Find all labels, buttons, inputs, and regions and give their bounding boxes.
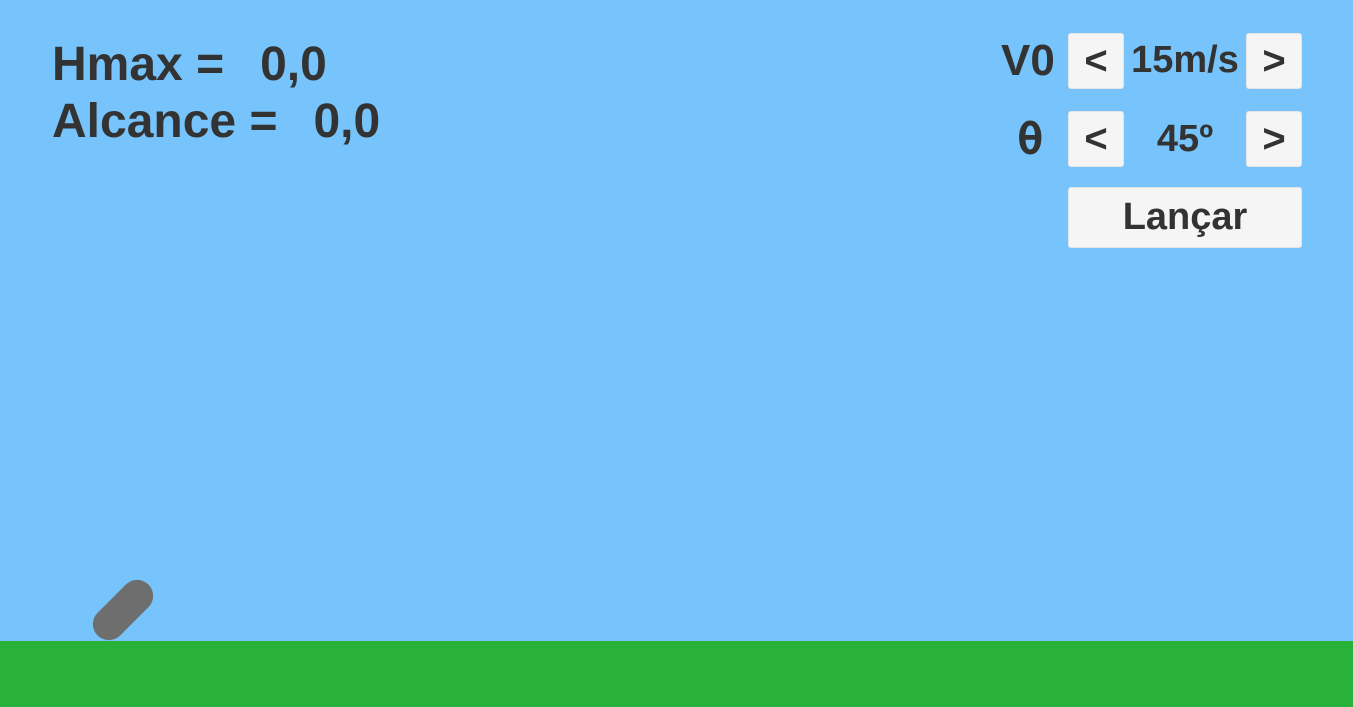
sky-background <box>0 0 1353 641</box>
hmax-label: Hmax = <box>52 38 225 91</box>
angle-decrease-button[interactable]: < <box>1068 111 1124 167</box>
stats-panel: Hmax = 0,0 Alcance = 0,0 <box>52 36 380 150</box>
velocity-value: 15m/s <box>1131 39 1239 81</box>
angle-value: 45º <box>1156 118 1214 160</box>
alcance-value: 0,0 <box>313 95 381 148</box>
alcance-row: Alcance = 0,0 <box>52 93 380 150</box>
hmax-row: Hmax = 0,0 <box>52 36 380 93</box>
angle-increase-button[interactable]: > <box>1246 111 1302 167</box>
launch-button[interactable]: Lançar <box>1068 187 1302 248</box>
angle-label: θ <box>1017 114 1044 165</box>
ground <box>0 641 1353 707</box>
velocity-decrease-button[interactable]: < <box>1068 33 1124 89</box>
velocity-increase-button[interactable]: > <box>1246 33 1302 89</box>
hmax-value: 0,0 <box>260 38 327 91</box>
velocity-label: V0 <box>1001 36 1055 85</box>
alcance-label: Alcance = <box>52 95 278 148</box>
